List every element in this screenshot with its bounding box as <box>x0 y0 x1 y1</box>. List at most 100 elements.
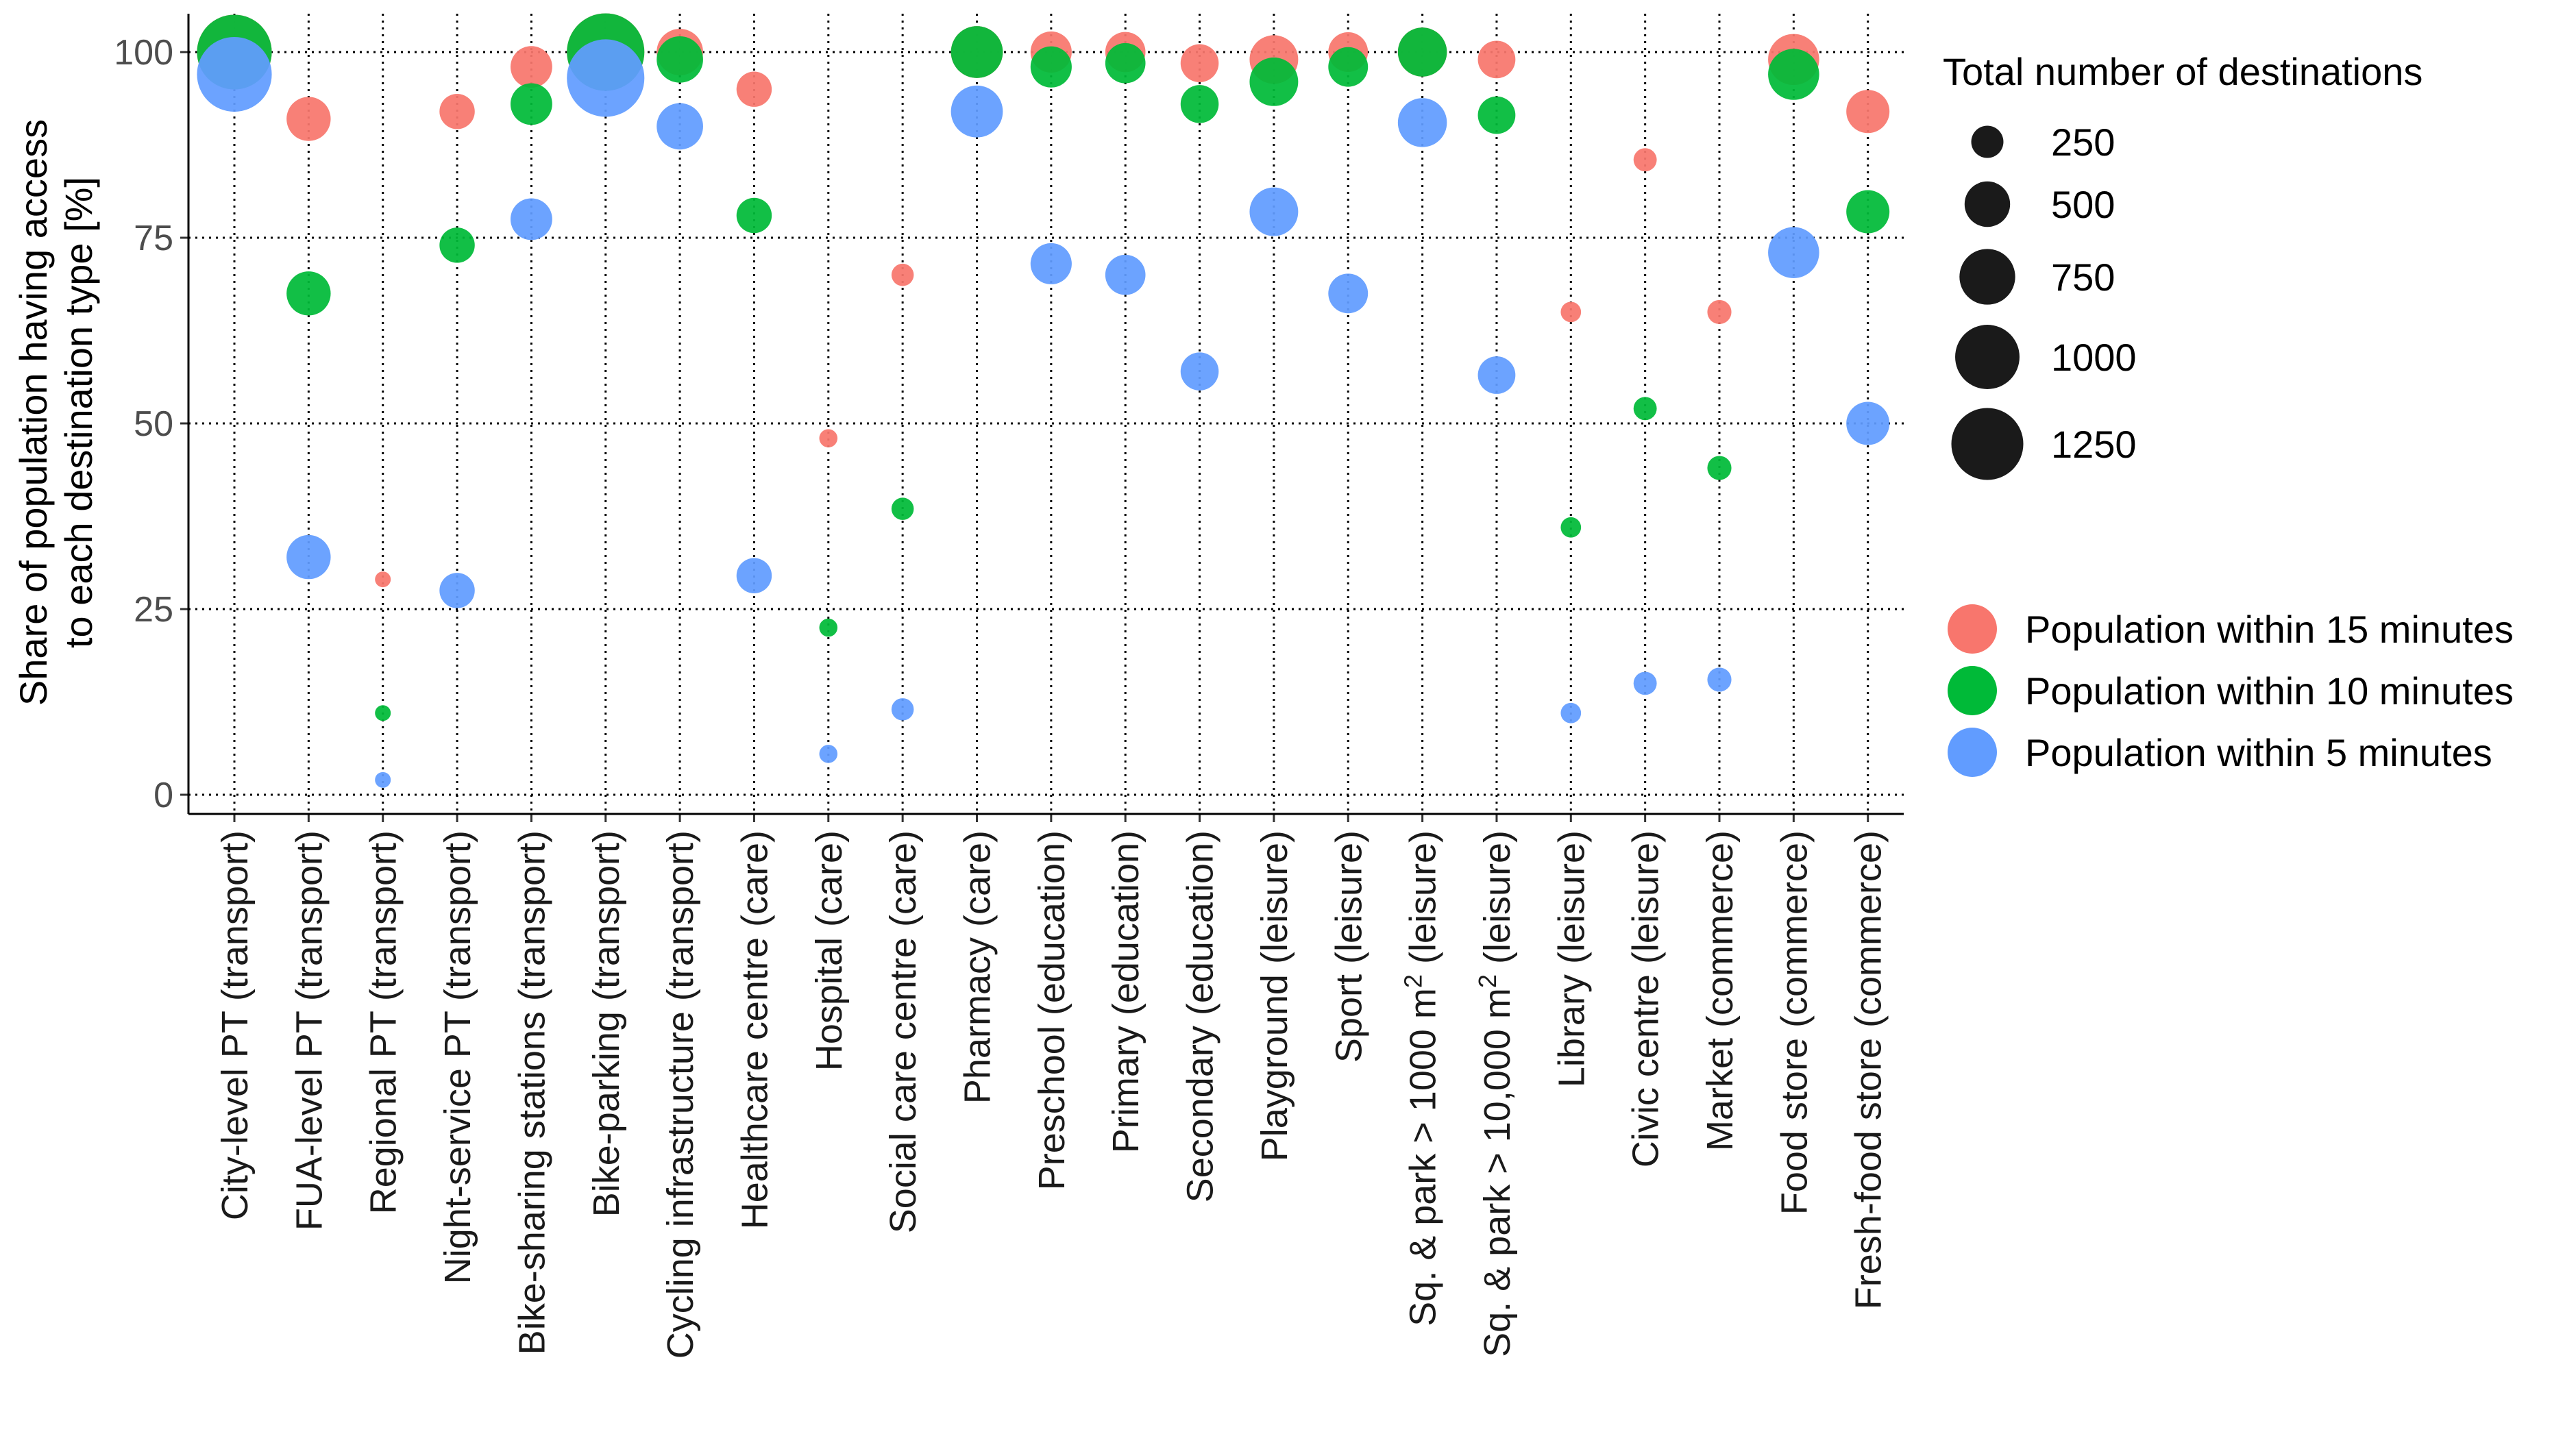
data-point-series-3 <box>567 39 645 117</box>
color-legend-key <box>1948 728 1997 777</box>
data-point-series-3 <box>891 698 914 721</box>
x-tick-label: Preschool (education) <box>1031 830 1072 1190</box>
x-tick-label: Bike-parking (transport) <box>586 830 627 1217</box>
y-tick-label: 25 <box>134 590 173 630</box>
data-point-series-2 <box>950 26 1003 78</box>
x-tick-label: Fresh-food store (commerce) <box>1848 830 1889 1309</box>
data-point-series-3 <box>1633 671 1657 695</box>
x-tick-label: Hospital (care) <box>809 830 850 1071</box>
data-point-series-2 <box>286 271 331 316</box>
data-points <box>197 13 1890 788</box>
x-tick-label: Market (commerce) <box>1700 830 1741 1151</box>
x-tick-label: Night-service PT (transport) <box>437 830 478 1284</box>
x-tick-label: Library (leisure) <box>1551 830 1592 1087</box>
size-legend-label: 750 <box>2051 256 2115 299</box>
x-tick-labels: City-level PT (transport) FUA-level PT (t… <box>214 830 1889 1359</box>
data-point-series-3 <box>375 771 391 788</box>
x-tick-label: Sq. & park > 1000 m2 (leisure) <box>1399 830 1444 1326</box>
data-point-series-3 <box>1249 187 1299 236</box>
data-point-series-3 <box>286 534 331 580</box>
data-point-series-3 <box>1030 243 1072 285</box>
data-point-series-2 <box>1249 57 1299 106</box>
data-point-series-3 <box>1560 702 1582 724</box>
y-tick-labels: 0 25 50 75 100 <box>114 33 173 815</box>
color-legend-label: Population within 5 minutes <box>2025 731 2492 774</box>
color-legend-label: Population within 15 minutes <box>2025 608 2514 651</box>
axes <box>180 14 1904 822</box>
y-tick-label: 100 <box>114 33 173 73</box>
data-point-series-3 <box>1105 254 1146 295</box>
x-tick-label: Civic centre (leisure) <box>1626 830 1667 1167</box>
x-tick-label: Secondary (education) <box>1180 830 1221 1202</box>
x-tick-label: FUA-level PT (transport) <box>289 830 330 1230</box>
y-tick-label: 75 <box>134 219 173 258</box>
x-tick-label: Pharmacy (care) <box>957 830 998 1104</box>
x-tick-label: Playground (leisure) <box>1254 830 1295 1161</box>
data-point-series-2 <box>1105 42 1146 84</box>
size-legend-circle <box>1971 125 2004 158</box>
size-legend-label: 1000 <box>2051 336 2137 379</box>
size-legend-circle <box>1955 325 2020 389</box>
x-tick-label: Primary (education) <box>1105 830 1146 1153</box>
data-point-series-3 <box>1397 98 1447 147</box>
data-point-series-1 <box>1633 148 1657 172</box>
data-point-series-2 <box>1180 85 1219 123</box>
data-point-series-2 <box>1477 96 1516 134</box>
y-axis-title-line-1: Share of population having access <box>12 119 55 706</box>
color-legend-key <box>1948 666 1997 715</box>
color-legend-label: Population within 10 minutes <box>2025 669 2514 713</box>
x-tick-label: Healthcare centre (care) <box>734 830 775 1229</box>
data-point-series-2 <box>1846 190 1890 234</box>
y-tick-label: 0 <box>154 776 173 815</box>
data-point-series-1 <box>1846 90 1890 134</box>
data-point-series-3 <box>657 103 703 150</box>
data-point-series-2 <box>819 618 838 637</box>
data-point-series-1 <box>1180 44 1219 83</box>
data-point-series-1 <box>375 571 391 588</box>
data-point-series-3 <box>819 745 838 763</box>
data-point-series-2 <box>375 705 391 721</box>
x-tick-label: Sport (leisure) <box>1328 830 1369 1063</box>
size-legend-circle <box>1951 408 2024 480</box>
data-point-series-2 <box>891 497 914 520</box>
x-tick-label: Social care centre (care) <box>883 830 924 1233</box>
data-point-series-3 <box>1477 356 1516 394</box>
data-point-series-1 <box>1707 299 1732 324</box>
data-point-series-2 <box>657 36 703 83</box>
data-point-series-3 <box>1768 227 1819 278</box>
data-point-series-2 <box>1707 456 1732 480</box>
color-legend-key <box>1948 604 1997 654</box>
color-legend: Population within 15 minutes Population w… <box>1948 604 2514 777</box>
x-tick-label: City-level PT (transport) <box>214 830 256 1220</box>
data-point-series-2 <box>1560 517 1582 538</box>
x-tick-label: Sq. & park > 10,000 m2 (leisure) <box>1473 830 1518 1357</box>
size-legend-label: 1250 <box>2051 423 2137 466</box>
x-tick-label: Bike-sharing stations (transport) <box>511 830 552 1355</box>
x-tick-label: Food store (commerce) <box>1774 830 1815 1215</box>
data-point-series-2 <box>439 227 475 263</box>
data-point-series-2 <box>510 83 552 125</box>
data-point-series-1 <box>736 71 772 107</box>
size-legend: Total number of destinations 250 500 750 100… <box>1943 50 2422 480</box>
y-tick-label: 50 <box>134 404 173 444</box>
data-point-series-1 <box>1560 301 1582 323</box>
data-point-series-2 <box>1328 47 1369 87</box>
data-point-series-3 <box>1707 667 1732 692</box>
data-point-series-1 <box>439 94 475 129</box>
data-point-series-3 <box>736 558 772 593</box>
x-tick-label: Regional PT (transport) <box>363 830 404 1214</box>
data-point-series-1 <box>1477 40 1516 79</box>
data-point-series-3 <box>950 85 1003 138</box>
data-point-series-2 <box>1768 49 1819 100</box>
size-legend-circle <box>1959 249 2015 305</box>
size-legend-title: Total number of destinations <box>1943 50 2422 93</box>
x-tick-label: Cycling infrastructure (transport) <box>660 830 701 1359</box>
data-point-series-1 <box>891 263 914 286</box>
data-point-series-3 <box>439 573 475 608</box>
data-point-series-2 <box>1633 397 1657 421</box>
data-point-series-3 <box>197 36 272 112</box>
data-point-series-2 <box>736 197 772 234</box>
data-point-series-3 <box>510 198 552 240</box>
size-legend-label: 250 <box>2051 121 2115 164</box>
